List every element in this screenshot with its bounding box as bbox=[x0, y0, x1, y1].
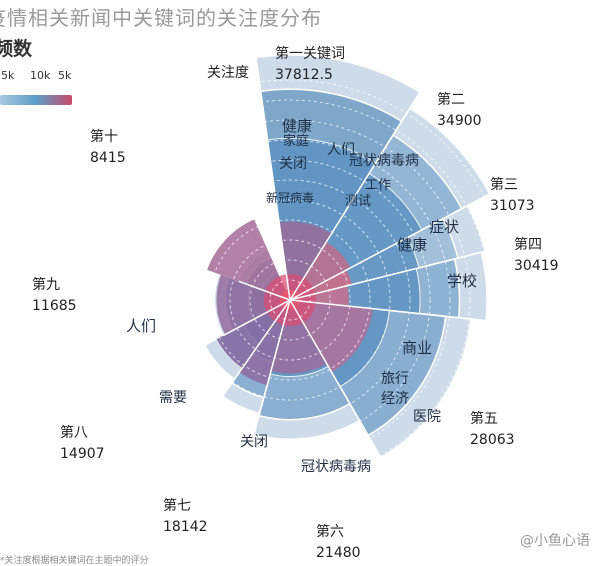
keyword-label: 健康 bbox=[397, 236, 427, 254]
rank-label-1: 第一关键词 bbox=[275, 45, 345, 62]
grid-circle bbox=[149, 159, 431, 441]
grid-circle bbox=[209, 219, 371, 381]
bar-layers bbox=[207, 88, 463, 437]
divider-line bbox=[255, 57, 291, 301]
divider-line bbox=[258, 299, 291, 414]
divider-line bbox=[289, 251, 482, 301]
keyword-label: 人们 bbox=[126, 317, 156, 335]
divider-line bbox=[233, 299, 291, 380]
keyword-label: 旅行 bbox=[381, 371, 409, 387]
segment-core-9 bbox=[216, 274, 290, 335]
rank-label-5: 第五 bbox=[470, 410, 498, 427]
grid-circle bbox=[109, 119, 471, 481]
value-axis-label: 关注度 bbox=[207, 65, 249, 81]
keyword-label: 学校 bbox=[447, 272, 477, 290]
keyword-label: 健康 bbox=[282, 117, 312, 135]
value-label-6: 21480 bbox=[316, 545, 361, 561]
footnote: *关注度根据相关键词在主题中的评分 bbox=[0, 556, 149, 566]
keyword-label: 医院 bbox=[413, 409, 441, 425]
segment-core-10 bbox=[207, 219, 290, 300]
grid-circle bbox=[129, 139, 451, 461]
keyword-label: 经济 bbox=[381, 391, 409, 407]
chart-title: 疫情相关新闻中关键词的关注度分布 bbox=[0, 6, 322, 30]
rank-label-6: 第六 bbox=[316, 523, 344, 540]
legend-tick-5k: 5k bbox=[58, 69, 72, 82]
grid-circle bbox=[189, 199, 391, 401]
segment-core-5 bbox=[290, 300, 373, 373]
keyword-labels: 健康家庭关闭新冠病毒人们冠状病毒病工作测试症状健康学校商业旅行经济医院冠状病毒病… bbox=[126, 117, 477, 475]
rank-label-9: 第九 bbox=[32, 276, 60, 293]
keyword-label: 商业 bbox=[402, 339, 432, 357]
rank-label-4: 第四 bbox=[514, 236, 542, 253]
rank-label-10: 第十 bbox=[90, 128, 118, 145]
value-label-5: 28063 bbox=[470, 432, 515, 448]
keyword-label: 新冠病毒 bbox=[266, 190, 314, 205]
grid-circle bbox=[229, 239, 351, 361]
value-label-10: 8415 bbox=[90, 150, 126, 166]
grid-circle bbox=[89, 99, 491, 501]
value-label-9: 11685 bbox=[32, 298, 77, 314]
legend-tick-15k: 15k bbox=[0, 69, 15, 82]
rank-label-7: 第七 bbox=[163, 497, 191, 514]
legend-tick-10k: 10k bbox=[30, 69, 51, 82]
segment-labels: 第一关键词 37812.5 第二 34900 第三 31073 第四 30419 第五 28063… bbox=[32, 45, 559, 561]
divider-line bbox=[289, 299, 361, 421]
divider-line bbox=[289, 107, 411, 301]
value-label-7: 18142 bbox=[163, 519, 208, 535]
segment-core-6 bbox=[270, 300, 327, 374]
keyword-label: 关闭 bbox=[240, 434, 268, 450]
grid-circle bbox=[269, 279, 311, 321]
keyword-label: 工作 bbox=[365, 178, 391, 193]
rank-label-3: 第三 bbox=[490, 176, 518, 193]
grid-circle bbox=[249, 259, 331, 341]
value-label-8: 14907 bbox=[60, 446, 105, 462]
keyword-label: 关闭 bbox=[279, 156, 307, 172]
keyword-label: 冠状病毒病 bbox=[349, 153, 419, 169]
legend-color-bar bbox=[0, 95, 72, 105]
rank-label-2: 第二 bbox=[437, 91, 465, 108]
keyword-label: 家庭 bbox=[283, 133, 309, 149]
divider-line bbox=[238, 280, 291, 301]
legend-title: 频数 bbox=[0, 38, 33, 60]
value-label-4: 30419 bbox=[514, 258, 559, 274]
rank-label-8: 第八 bbox=[60, 424, 88, 441]
value-label-1: 37812.5 bbox=[275, 67, 333, 83]
keyword-label: 冠状病毒病 bbox=[301, 459, 371, 475]
grid-circles bbox=[69, 57, 511, 521]
keyword-label: 人们 bbox=[327, 142, 355, 158]
divider-line bbox=[289, 204, 469, 301]
divider-line bbox=[222, 299, 291, 337]
grid-circle bbox=[169, 179, 411, 421]
value-label-3: 31073 bbox=[490, 198, 535, 214]
watermark: @小鱼心语 bbox=[520, 533, 590, 549]
value-label-2: 34900 bbox=[437, 113, 482, 129]
keyword-label: 测试 bbox=[345, 194, 371, 209]
keyword-label: 症状 bbox=[429, 218, 459, 236]
divider-line bbox=[289, 299, 471, 320]
keyword-label: 需要 bbox=[159, 390, 187, 406]
grid-circle bbox=[69, 79, 511, 521]
